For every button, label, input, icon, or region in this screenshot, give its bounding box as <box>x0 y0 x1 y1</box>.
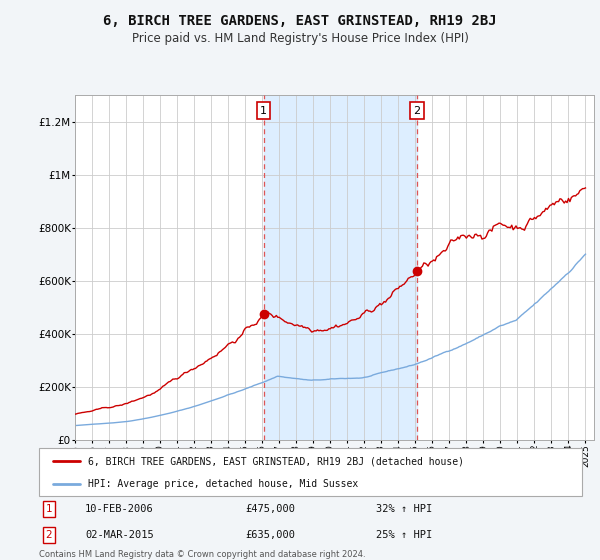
Text: 32% ↑ HPI: 32% ↑ HPI <box>376 504 432 514</box>
FancyBboxPatch shape <box>39 448 582 496</box>
Text: HPI: Average price, detached house, Mid Sussex: HPI: Average price, detached house, Mid … <box>88 479 358 489</box>
Bar <box>263 95 417 440</box>
Text: 2: 2 <box>46 530 52 540</box>
Text: Price paid vs. HM Land Registry's House Price Index (HPI): Price paid vs. HM Land Registry's House … <box>131 32 469 45</box>
Text: 6, BIRCH TREE GARDENS, EAST GRINSTEAD, RH19 2BJ: 6, BIRCH TREE GARDENS, EAST GRINSTEAD, R… <box>103 14 497 28</box>
Text: 02-MAR-2015: 02-MAR-2015 <box>85 530 154 540</box>
Text: 1: 1 <box>46 504 52 514</box>
Text: £635,000: £635,000 <box>245 530 295 540</box>
Text: 10-FEB-2006: 10-FEB-2006 <box>85 504 154 514</box>
Text: 1: 1 <box>260 106 267 116</box>
Text: 25% ↑ HPI: 25% ↑ HPI <box>376 530 432 540</box>
Text: Contains HM Land Registry data © Crown copyright and database right 2024.
This d: Contains HM Land Registry data © Crown c… <box>39 550 365 560</box>
Text: 2: 2 <box>413 106 421 116</box>
Text: 6, BIRCH TREE GARDENS, EAST GRINSTEAD, RH19 2BJ (detached house): 6, BIRCH TREE GARDENS, EAST GRINSTEAD, R… <box>88 456 464 466</box>
Text: £475,000: £475,000 <box>245 504 295 514</box>
